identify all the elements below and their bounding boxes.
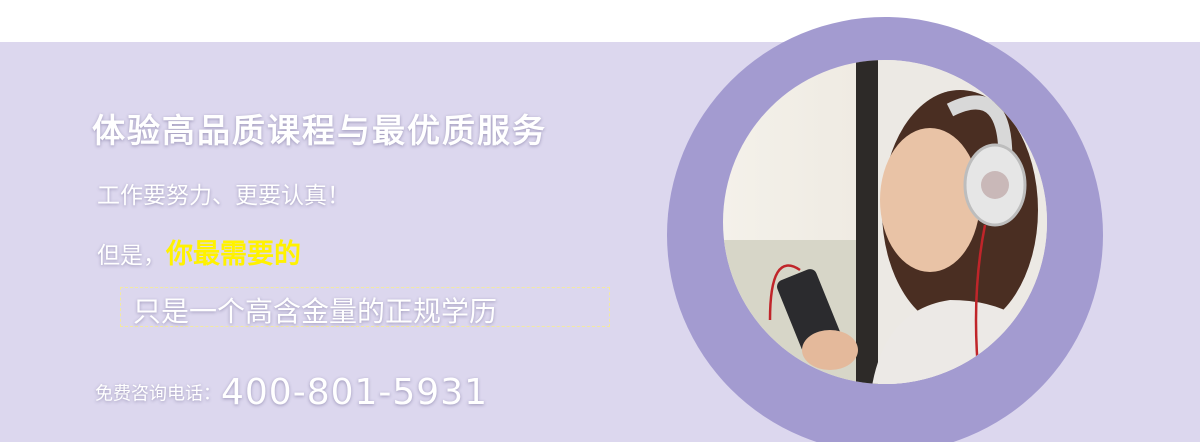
ear-cup-center bbox=[981, 171, 1009, 199]
photo bbox=[723, 60, 1047, 384]
hand bbox=[802, 330, 858, 370]
phone-line: 免费咨询电话：400-801-5931 bbox=[95, 372, 488, 413]
cable-2 bbox=[768, 264, 801, 321]
lead-line: 但是，你最需要的 bbox=[97, 232, 301, 271]
phone-number: 400-801-5931 bbox=[221, 372, 489, 413]
lead: 但是， bbox=[97, 243, 166, 269]
subline: 工作要努力、更要认真！ bbox=[97, 183, 350, 209]
boxed-frame: 只是一个高含金量的正规学历 bbox=[120, 287, 610, 328]
phone-label: 免费咨询电话： bbox=[95, 383, 221, 405]
highlight: 你最需要的 bbox=[166, 239, 301, 270]
window-frame bbox=[856, 60, 878, 384]
headline: 体验高品质课程与最优质服务 bbox=[92, 111, 547, 150]
boxed-text: 只是一个高含金量的正规学历 bbox=[133, 295, 498, 328]
face bbox=[880, 128, 980, 272]
